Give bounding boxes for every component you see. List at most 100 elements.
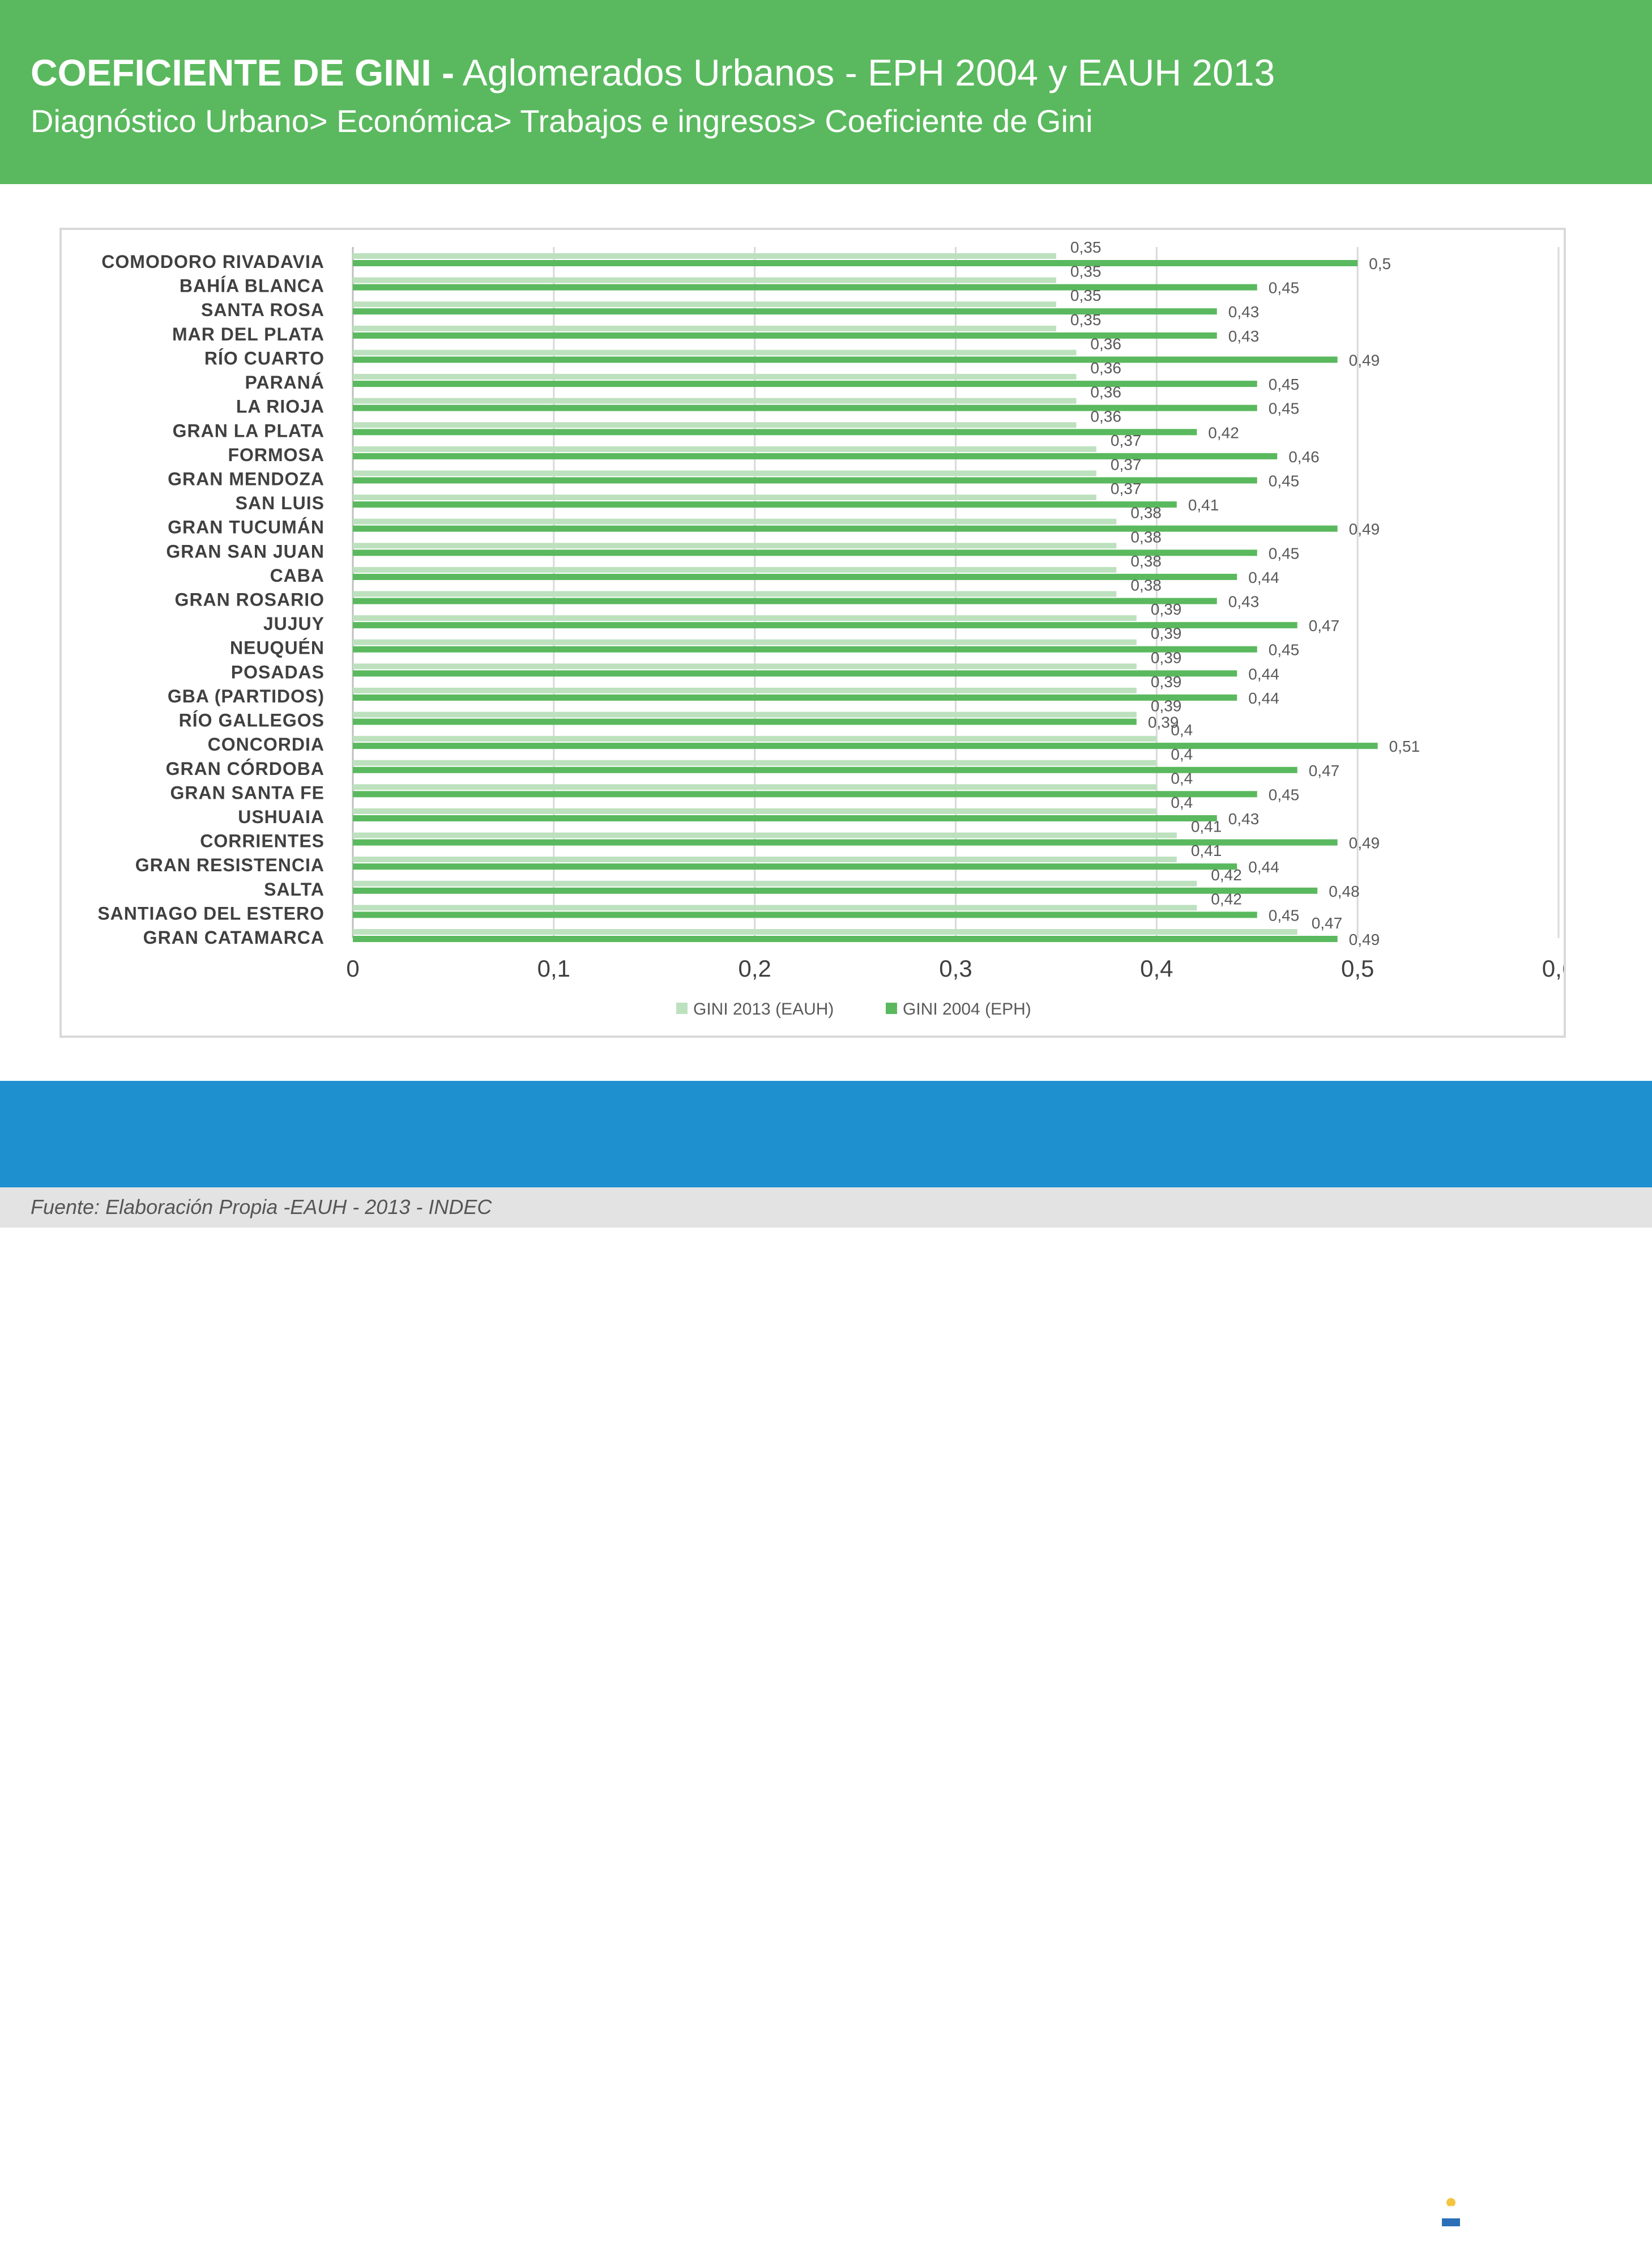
bar-2013 [353,277,1056,283]
data-label-2004: 0,44 [1248,569,1279,586]
x-tick-label: 0,3 [939,955,972,982]
data-label-2013: 0,36 [1090,335,1121,352]
data-label-2004: 0,44 [1248,858,1279,876]
bar-2013 [353,495,1096,501]
bar-2013 [353,736,1157,742]
bar-2004 [353,260,1358,266]
bar-2013 [353,808,1157,814]
category-label: SANTA ROSA [201,300,325,320]
ministerio-line-1: Ministerio del Interior, [1467,2200,1556,2209]
category-label: GRAN SAN JUAN [166,541,325,561]
bar-2004 [353,573,1237,580]
data-label-2013: 0,35 [1070,263,1102,280]
data-label-2004: 0,49 [1349,931,1380,948]
data-label-2013: 0,35 [1070,287,1102,304]
category-label: COMODORO RIVADAVIA [101,252,325,272]
data-label-2004: 0,45 [1269,786,1300,803]
data-label-2013: 0,47 [1312,914,1343,932]
title-bold: COEFICIENTE DE GINI - [31,52,455,93]
x-tick-label: 0,6 [1542,955,1564,982]
category-label: SANTIAGO DEL ESTERO [97,903,325,923]
category-label: USHUAIA [238,807,325,827]
bar-2013 [353,543,1117,549]
data-label-2004: 0,5 [1369,255,1391,272]
data-label-2013: 0,37 [1111,455,1142,473]
category-label: GRAN SANTA FE [170,782,325,803]
bar-2013 [353,784,1157,790]
bar-2013 [353,398,1077,404]
bar-2004 [353,477,1257,484]
category-label: NEUQUÉN [230,638,325,658]
bar-2004 [353,887,1318,894]
bar-2013 [353,905,1197,911]
page-title: COEFICIENTE DE GINI - Aglomerados Urbano… [31,50,1275,95]
source-note: Fuente: Elaboración Propia -EAUH - 2013 … [31,1195,492,1219]
bar-2004 [353,381,1257,387]
data-label-2004: 0,41 [1188,496,1219,514]
header-band: COEFICIENTE DE GINI - Aglomerados Urbano… [0,0,1652,184]
data-label-2013: 0,39 [1151,600,1182,618]
bar-2004 [353,863,1237,870]
category-label: RÍO GALLEGOS [179,710,325,731]
legend-swatch-2004 [886,1003,897,1014]
category-label: GRAN TUCUMÁN [168,517,325,538]
bar-2004 [353,670,1237,677]
category-label: FORMOSA [228,445,325,465]
category-label: CORRIENTES [200,831,325,851]
bar-2013 [353,591,1117,597]
bar-2013 [353,253,1056,259]
observatorio-line-2: FEDERAL [1316,2210,1367,2220]
data-label-2004: 0,49 [1349,521,1380,538]
category-label: POSADAS [231,662,325,682]
bar-2013 [353,325,1056,331]
data-label-2004: 0,45 [1269,544,1300,562]
observatorio-line-1: OBSERVATORIO [1316,2198,1402,2208]
data-label-2013: 0,35 [1070,311,1102,329]
bar-2004 [353,549,1257,556]
bar-2004 [353,718,1137,725]
data-label-2004: 0,42 [1208,424,1239,441]
data-label-2004: 0,44 [1248,689,1279,707]
bar-2013 [353,687,1137,693]
data-label-2013: 0,35 [1070,238,1102,256]
gini-bar-chart: 0 0,1 0,2 0,3 0,4 0,5 0,6 COMODORO RIVADAVIA 0,3… [97,238,1564,1019]
data-label-2013: 0,36 [1090,407,1121,425]
bar-2013 [353,374,1077,380]
bar-2013 [353,639,1137,645]
bar-2013 [353,518,1117,525]
source-bar [0,1187,1652,1228]
bar-2013 [353,880,1197,887]
data-label-2013: 0,36 [1090,384,1121,401]
title-rest: Aglomerados Urbanos - EPH 2004 y EAUH 20… [462,52,1275,93]
category-label: GBA (PARTIDOS) [168,686,325,706]
category-label: GRAN CATAMARCA [143,927,325,948]
bar-2004 [353,308,1217,315]
bar-2013 [353,857,1177,863]
data-label-2004: 0,43 [1228,303,1260,321]
data-label-2004: 0,49 [1349,834,1380,852]
bar-2004 [353,332,1217,339]
bar-2004 [353,622,1297,629]
x-tick-label: 0,4 [1140,955,1173,982]
dot-map-icon [1293,2190,1307,2243]
data-label-2013: 0,38 [1130,552,1162,570]
x-tick-label: 0,5 [1341,955,1374,982]
data-label-2004: 0,45 [1269,641,1300,659]
bar-2004 [353,646,1257,653]
bar-2004 [353,453,1278,459]
category-label: JUJUY [263,614,325,634]
data-label-2004: 0,48 [1329,883,1360,900]
data-label-2013: 0,39 [1151,649,1182,666]
data-label-2004: 0,45 [1269,279,1300,297]
category-label: CONCORDIA [208,734,325,755]
data-label-2013: 0,4 [1171,769,1193,787]
bar-2004 [353,936,1338,942]
data-label-2004: 0,43 [1228,327,1260,345]
observatorio-line-3: URBANO [1316,2223,1363,2233]
legend-swatch-2013 [676,1003,688,1014]
ministerio-logo: Ministerio del Interior, Obras Públicas … [1441,2198,1607,2233]
data-label-2013: 0,4 [1171,794,1193,811]
footer-band: OBSERVATORIO FEDERAL URBANO Ministerio d… [0,1081,1652,2243]
data-label-2004: 0,47 [1309,617,1340,634]
data-label-2013: 0,39 [1151,697,1182,715]
